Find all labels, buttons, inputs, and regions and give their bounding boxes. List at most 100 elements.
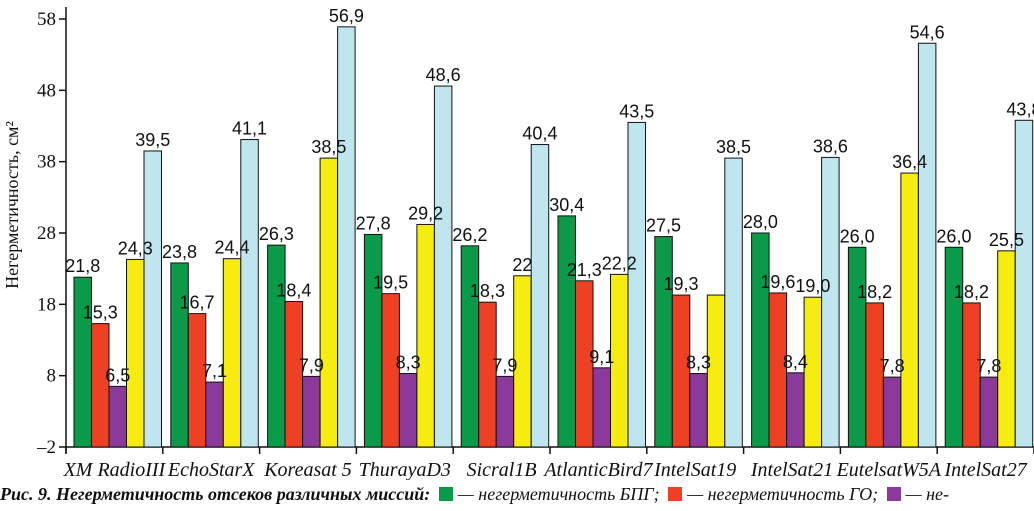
bar: [979, 376, 999, 448]
data-label: 22: [512, 255, 532, 275]
data-label: 18,4: [276, 280, 311, 300]
data-label: 27,5: [646, 216, 681, 236]
y-tick-label: 28: [37, 223, 56, 244]
data-label: 38,6: [813, 136, 848, 156]
data-label: 7,9: [299, 355, 324, 375]
legend-swatch-purple: [886, 487, 901, 501]
bar: [91, 323, 110, 448]
bar: [944, 246, 964, 448]
data-label: 38,5: [311, 137, 346, 157]
bar: [187, 313, 207, 448]
bar: [433, 85, 453, 448]
category-label: ThurayaD3: [359, 459, 451, 480]
data-label: 54,6: [910, 22, 945, 42]
bar: [381, 293, 400, 448]
data-label: 26,3: [259, 224, 294, 244]
bar: [108, 385, 127, 448]
legend-swatch-green: [438, 487, 453, 501]
bar: [126, 258, 145, 448]
bar: [530, 144, 550, 448]
bar: [882, 376, 902, 448]
data-label: 41,1: [232, 119, 267, 139]
bar: [724, 157, 743, 448]
bar: [302, 375, 321, 448]
data-label: 22,2: [602, 253, 637, 273]
data-label: 15,3: [83, 303, 118, 323]
bar: [917, 42, 937, 448]
bar: [654, 236, 673, 448]
data-label: 8,3: [396, 353, 421, 373]
bar: [627, 121, 646, 448]
bar: [962, 302, 981, 448]
y-tick-label: 8: [47, 366, 57, 387]
bar: [900, 172, 919, 448]
data-label: 38,5: [716, 137, 751, 157]
data-label: 48,6: [426, 65, 461, 85]
bar: [363, 233, 383, 448]
data-label: 7,9: [492, 355, 517, 375]
figure-caption: Рис. 9. Негерметичность отсеков различны…: [0, 484, 1034, 511]
y-tick-label: –2: [36, 437, 56, 458]
bar: [803, 296, 823, 448]
bar: [143, 150, 162, 448]
data-label: 7,8: [976, 356, 1001, 376]
data-label: 26,2: [452, 225, 487, 245]
legend-text-2: — негерметичность ГО;: [687, 484, 879, 504]
category-labels: XM RadioIII EchoStarX Koreasat 5 ThurayaD3 S…: [63, 459, 1028, 480]
data-label: 21,8: [65, 256, 100, 276]
y-tick-label: 48: [37, 80, 56, 101]
bar-chart: –2 8 18 28 38 48 58 21,8 15,3 6,5 24,3 39,5 23,8 16,…: [2, 6, 1034, 480]
y-tick-label: 38: [37, 152, 56, 173]
caption-title: Рис. 9. Негерметичность отсеков различны…: [0, 484, 431, 504]
data-label: 26,0: [936, 226, 971, 246]
legend-swatch-red: [668, 487, 683, 501]
data-label: 30,4: [549, 195, 584, 215]
data-label: 36,4: [892, 152, 927, 172]
bar: [997, 250, 1016, 448]
data-label: 21,3: [567, 260, 602, 280]
data-label: 7,1: [202, 361, 227, 381]
data-label: 19,3: [664, 274, 699, 294]
legend-text-3: — не-: [905, 484, 950, 504]
axes: –2 8 18 28 38 48 58: [36, 7, 1034, 458]
data-label: 18,3: [470, 281, 505, 301]
category-label: IntelSat27: [943, 459, 1027, 480]
bar: [398, 373, 418, 448]
data-label: 9,1: [589, 347, 614, 367]
data-label: 18,2: [954, 282, 989, 302]
category-label: EchoStarX: [167, 459, 255, 480]
category-label: EutelsatW5A: [836, 459, 942, 480]
bar: [847, 246, 867, 448]
bar: [170, 262, 189, 448]
data-label: 39,5: [135, 130, 170, 150]
data-label: 28,0: [743, 212, 778, 232]
bar: [865, 302, 884, 448]
bar: [495, 375, 515, 448]
category-label: IntelSat21: [750, 459, 833, 480]
data-label: 6,5: [105, 365, 130, 385]
data-label: 25,5: [989, 230, 1024, 250]
bar: [689, 373, 708, 448]
bar: [786, 372, 805, 448]
data-label: 27,8: [356, 213, 391, 233]
data-labels: 21,8 15,3 6,5 24,3 39,5 23,8 16,7 7,1 24,4 41,1 26…: [65, 6, 1034, 386]
data-label: 19,6: [760, 272, 795, 292]
bar: [1014, 119, 1034, 448]
bars: [73, 26, 1034, 448]
y-tick-label: 58: [37, 9, 56, 30]
category-label: XM RadioIII: [63, 459, 167, 480]
category-label: Sicral1B: [467, 459, 537, 480]
data-label: 23,8: [162, 242, 197, 262]
bar: [319, 157, 339, 448]
category-label: AtlanticBird7: [542, 459, 653, 480]
bar: [575, 280, 594, 448]
bar: [267, 244, 286, 448]
data-label: 26,0: [840, 226, 875, 246]
bar: [751, 232, 770, 448]
data-label: 8,4: [783, 352, 808, 372]
data-label: 7,8: [880, 356, 905, 376]
y-axis-label: Негерметичность, см²: [2, 121, 22, 289]
data-label: 56,9: [329, 6, 364, 26]
bar: [284, 300, 304, 448]
data-label: 29,2: [408, 203, 443, 223]
